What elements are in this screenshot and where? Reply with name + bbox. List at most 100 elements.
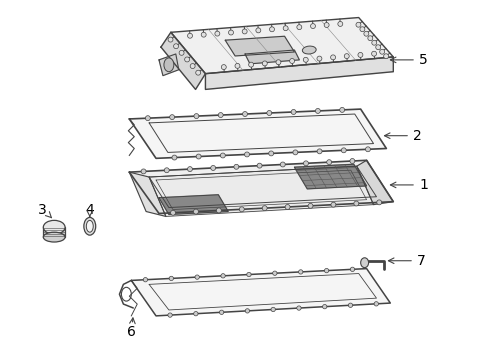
Polygon shape: [171, 18, 393, 74]
Circle shape: [317, 149, 322, 154]
Circle shape: [338, 22, 343, 26]
Polygon shape: [159, 54, 179, 76]
Circle shape: [269, 151, 274, 156]
Polygon shape: [245, 50, 299, 64]
Text: 4: 4: [85, 203, 94, 216]
Circle shape: [372, 40, 377, 45]
Circle shape: [297, 306, 301, 310]
Circle shape: [342, 148, 346, 153]
Bar: [43, 227, 65, 237]
Circle shape: [358, 53, 363, 57]
Circle shape: [190, 64, 195, 68]
Text: 2: 2: [413, 129, 422, 143]
Polygon shape: [129, 160, 393, 213]
Circle shape: [245, 152, 249, 157]
Circle shape: [196, 70, 201, 75]
Circle shape: [234, 164, 239, 169]
Ellipse shape: [43, 232, 65, 242]
Polygon shape: [131, 269, 391, 316]
Circle shape: [143, 278, 147, 282]
Circle shape: [228, 30, 233, 35]
Polygon shape: [294, 164, 367, 189]
Circle shape: [298, 270, 303, 274]
Text: 5: 5: [419, 53, 428, 67]
Circle shape: [316, 108, 320, 113]
Circle shape: [377, 200, 382, 205]
Circle shape: [311, 24, 316, 28]
Text: 1: 1: [419, 178, 428, 192]
Circle shape: [285, 204, 290, 210]
Circle shape: [354, 201, 359, 206]
Circle shape: [194, 114, 199, 118]
Circle shape: [344, 54, 349, 59]
Circle shape: [331, 55, 336, 60]
Ellipse shape: [164, 58, 174, 72]
Circle shape: [256, 28, 261, 33]
Circle shape: [211, 166, 216, 170]
Circle shape: [172, 155, 177, 160]
Circle shape: [324, 23, 329, 27]
Circle shape: [221, 65, 226, 69]
Circle shape: [164, 168, 169, 173]
Circle shape: [366, 147, 370, 152]
Circle shape: [262, 61, 267, 66]
Circle shape: [247, 273, 251, 277]
Circle shape: [267, 111, 272, 116]
Circle shape: [218, 113, 223, 117]
Circle shape: [360, 27, 365, 32]
Circle shape: [196, 154, 201, 159]
Circle shape: [217, 208, 221, 213]
Circle shape: [170, 115, 174, 120]
Circle shape: [324, 269, 329, 273]
Polygon shape: [129, 172, 166, 216]
Circle shape: [317, 56, 322, 61]
Polygon shape: [129, 109, 387, 158]
Circle shape: [348, 303, 353, 307]
Circle shape: [141, 169, 146, 174]
Text: 3: 3: [38, 203, 47, 216]
Circle shape: [168, 37, 173, 42]
Circle shape: [376, 45, 381, 50]
Circle shape: [245, 309, 249, 313]
Circle shape: [185, 57, 190, 62]
Polygon shape: [357, 160, 393, 204]
Ellipse shape: [43, 220, 65, 234]
Circle shape: [146, 116, 150, 121]
Circle shape: [201, 32, 206, 37]
Circle shape: [262, 206, 267, 211]
Circle shape: [243, 112, 247, 117]
Circle shape: [221, 274, 225, 278]
Circle shape: [248, 62, 254, 67]
Circle shape: [368, 36, 373, 41]
Circle shape: [350, 158, 355, 163]
Circle shape: [290, 59, 294, 63]
Circle shape: [331, 202, 336, 207]
Polygon shape: [205, 57, 393, 89]
Circle shape: [380, 49, 385, 54]
Circle shape: [168, 313, 172, 317]
Polygon shape: [159, 195, 228, 215]
Circle shape: [195, 275, 199, 279]
Circle shape: [235, 63, 240, 68]
Circle shape: [297, 25, 302, 30]
Circle shape: [173, 44, 178, 49]
Circle shape: [356, 22, 361, 27]
Circle shape: [280, 162, 285, 167]
Circle shape: [303, 57, 308, 62]
Circle shape: [283, 26, 288, 31]
Circle shape: [188, 33, 193, 38]
Circle shape: [340, 107, 344, 112]
Circle shape: [293, 150, 298, 155]
Circle shape: [179, 50, 184, 55]
Circle shape: [220, 310, 224, 314]
Circle shape: [242, 29, 247, 34]
Circle shape: [270, 27, 274, 32]
Text: 7: 7: [417, 254, 426, 268]
Ellipse shape: [86, 220, 93, 232]
Circle shape: [271, 307, 275, 312]
Circle shape: [374, 302, 378, 306]
Ellipse shape: [84, 217, 96, 235]
Circle shape: [276, 60, 281, 65]
Circle shape: [291, 109, 296, 114]
Ellipse shape: [361, 258, 368, 267]
